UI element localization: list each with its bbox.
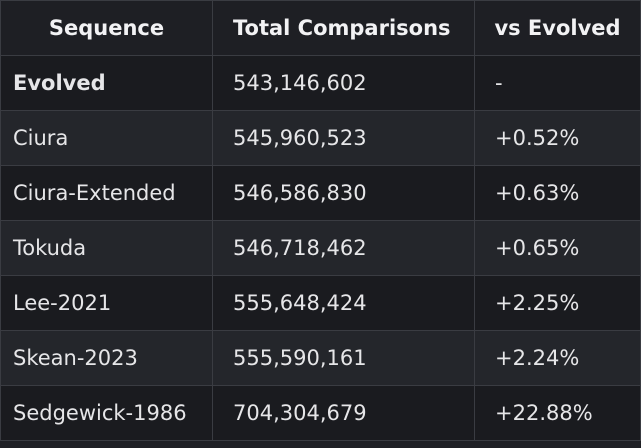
table-row: Skean-2023 555,590,161 +2.24% xyxy=(0,330,641,386)
header-vs-evolved: vs Evolved xyxy=(474,0,641,56)
cell-sequence: Ciura xyxy=(0,110,213,166)
cell-total: 704,304,679 xyxy=(212,385,475,441)
cell-vs-evolved: +2.24% xyxy=(474,330,641,386)
cell-sequence: Ciura-Extended xyxy=(0,165,213,221)
table-row: Ciura 545,960,523 +0.52% xyxy=(0,110,641,166)
header-sequence: Sequence xyxy=(0,0,213,56)
table-row: Lee-2021 555,648,424 +2.25% xyxy=(0,275,641,331)
cell-vs-evolved: - xyxy=(474,55,641,111)
cell-sequence: Sedgewick-1986 xyxy=(0,385,213,441)
cell-sequence: Lee-2021 xyxy=(0,275,213,331)
cell-sequence: Tokuda xyxy=(0,220,213,276)
cell-vs-evolved: +2.25% xyxy=(474,275,641,331)
cell-total: 545,960,523 xyxy=(212,110,475,166)
cell-total: 555,648,424 xyxy=(212,275,475,331)
header-total-comparisons: Total Comparisons xyxy=(212,0,475,56)
cell-vs-evolved: +0.65% xyxy=(474,220,641,276)
table-row: Evolved 543,146,602 - xyxy=(0,55,641,111)
cell-total: 546,718,462 xyxy=(212,220,475,276)
table-row: Ciura-Extended 546,586,830 +0.63% xyxy=(0,165,641,221)
cell-total: 546,586,830 xyxy=(212,165,475,221)
cell-vs-evolved: +0.52% xyxy=(474,110,641,166)
cell-sequence: Evolved xyxy=(0,55,213,111)
table-row: Tokuda 546,718,462 +0.65% xyxy=(0,220,641,276)
cell-vs-evolved: +22.88% xyxy=(474,385,641,441)
table-row: Sedgewick-1986 704,304,679 +22.88% xyxy=(0,385,641,441)
header-row: Sequence Total Comparisons vs Evolved xyxy=(0,0,641,56)
cell-total: 543,146,602 xyxy=(212,55,475,111)
cell-vs-evolved: +0.63% xyxy=(474,165,641,221)
cell-total: 555,590,161 xyxy=(212,330,475,386)
cell-sequence: Skean-2023 xyxy=(0,330,213,386)
